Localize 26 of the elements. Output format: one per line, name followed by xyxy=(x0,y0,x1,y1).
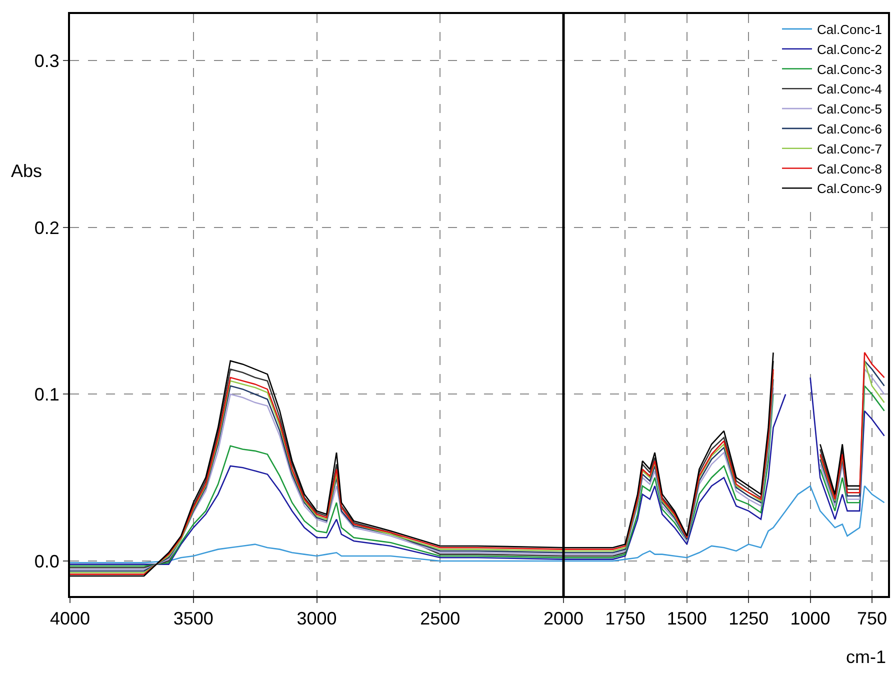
legend-label: Cal.Conc-7 xyxy=(817,141,882,156)
legend-label: Cal.Conc-6 xyxy=(817,122,882,137)
legend-label: Cal.Conc-4 xyxy=(817,82,882,97)
y-axis-title: Abs xyxy=(11,161,42,181)
x-tick-label: 2000 xyxy=(543,608,584,629)
x-tick-label: 750 xyxy=(856,608,887,629)
y-tick-label: 0.3 xyxy=(34,50,60,71)
y-tick-label: 0.1 xyxy=(34,384,60,405)
x-tick-label: 1250 xyxy=(728,608,769,629)
x-tick-label: 3000 xyxy=(296,608,337,629)
x-tick-label: 1500 xyxy=(666,608,707,629)
x-axis-title: cm-1 xyxy=(846,647,886,667)
y-tick-label: 0.0 xyxy=(34,551,60,572)
x-tick-label: 3500 xyxy=(173,608,214,629)
x-tick-label: 2500 xyxy=(420,608,460,629)
legend-label: Cal.Conc-9 xyxy=(817,181,882,196)
legend-label: Cal.Conc-2 xyxy=(817,42,882,57)
line-series xyxy=(70,485,885,564)
x-tick-label: 4000 xyxy=(50,608,90,629)
x-tick-label: 1000 xyxy=(790,608,830,629)
y-tick-label: 0.2 xyxy=(34,218,60,238)
legend-label: Cal.Conc-5 xyxy=(817,102,882,117)
x-tick-label: 1750 xyxy=(605,608,646,629)
legend-label: Cal.Conc-8 xyxy=(817,161,882,176)
legend-label: Cal.Conc-3 xyxy=(817,62,882,77)
legend-label: Cal.Conc-1 xyxy=(817,22,882,38)
